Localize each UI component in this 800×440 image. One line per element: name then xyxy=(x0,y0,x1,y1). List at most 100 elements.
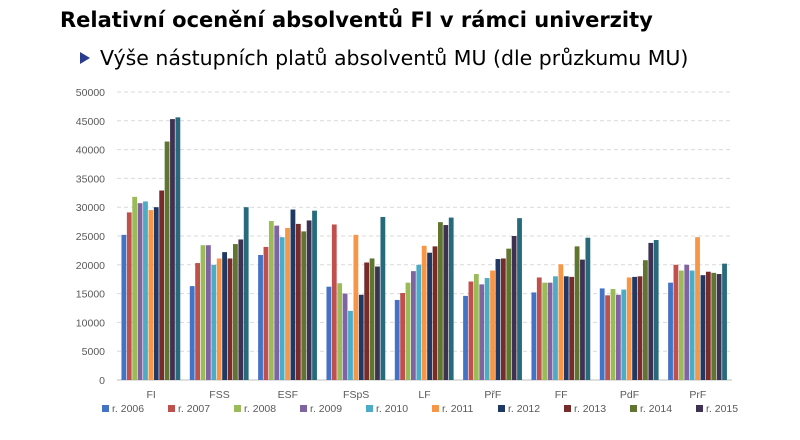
bar xyxy=(369,258,375,380)
bar xyxy=(416,264,422,380)
bar xyxy=(517,218,522,380)
legend-label: r. 2014 xyxy=(640,403,672,415)
x-tick-label: FI xyxy=(146,389,155,401)
bar xyxy=(473,274,479,380)
bar xyxy=(405,282,411,380)
y-tick-label: 30000 xyxy=(76,202,105,214)
bar xyxy=(643,260,648,380)
bar xyxy=(421,245,427,380)
bar xyxy=(358,294,364,380)
bar xyxy=(206,245,211,380)
x-tick-label: PdF xyxy=(620,389,639,401)
bar xyxy=(705,271,711,380)
bar xyxy=(222,252,227,380)
y-tick-label: 40000 xyxy=(76,145,105,157)
legend-label: r. 2013 xyxy=(574,403,606,415)
bar xyxy=(375,266,380,380)
bar xyxy=(621,289,627,380)
legend-swatch xyxy=(300,405,307,412)
bar xyxy=(132,196,138,380)
bar xyxy=(700,275,706,380)
bar xyxy=(189,286,195,380)
bar xyxy=(380,216,386,380)
bar xyxy=(695,237,700,380)
bar xyxy=(689,270,695,380)
y-tick-label: 35000 xyxy=(76,173,105,185)
bar xyxy=(443,225,449,380)
y-tick-label: 0 xyxy=(99,375,105,387)
bar xyxy=(159,190,165,380)
y-tick-label: 50000 xyxy=(76,87,105,99)
bar xyxy=(468,281,474,380)
bar xyxy=(411,271,416,380)
bar xyxy=(668,282,673,380)
bar xyxy=(290,209,296,380)
bar xyxy=(394,299,400,380)
bar xyxy=(484,278,490,380)
bar xyxy=(121,234,127,380)
bar xyxy=(233,244,238,380)
bar xyxy=(243,207,249,380)
bar xyxy=(536,277,542,380)
bar xyxy=(585,237,591,380)
x-tick-label: ESF xyxy=(278,389,298,401)
bar xyxy=(301,231,307,380)
slide-title: Relativní ocenění absolventů FI v rámci … xyxy=(60,8,653,32)
x-tick-label: FF xyxy=(555,389,568,401)
legend-swatch xyxy=(696,405,703,412)
bar xyxy=(279,237,285,380)
legend-swatch xyxy=(102,405,109,412)
x-tick-label: LF xyxy=(418,389,430,401)
legend-swatch xyxy=(366,405,373,412)
legend-swatch xyxy=(432,405,439,412)
bar xyxy=(599,288,605,380)
bullet-item: Výše nástupních platů absolventů MU (dle… xyxy=(80,46,688,70)
bar xyxy=(364,262,370,380)
bar xyxy=(238,239,244,380)
bar xyxy=(195,263,200,380)
legend-swatch xyxy=(234,405,241,412)
triangle-bullet-icon xyxy=(80,52,90,64)
y-tick-label: 5000 xyxy=(82,346,106,358)
bar xyxy=(438,222,443,380)
bar xyxy=(263,246,269,380)
bar xyxy=(153,207,159,380)
bar xyxy=(200,245,206,380)
bar xyxy=(258,255,263,380)
bar xyxy=(326,286,332,380)
legend-label: r. 2008 xyxy=(244,403,276,415)
bar xyxy=(500,258,506,380)
bar xyxy=(427,252,432,380)
bar xyxy=(479,284,485,380)
bar xyxy=(274,225,280,380)
bar xyxy=(684,264,690,380)
bar xyxy=(126,212,132,380)
y-tick-label: 10000 xyxy=(76,317,105,329)
x-tick-label: PřF xyxy=(484,389,501,401)
bar xyxy=(678,270,684,380)
bar xyxy=(616,294,621,380)
bar xyxy=(143,201,148,380)
bar xyxy=(175,117,181,381)
bar xyxy=(574,246,580,380)
bar xyxy=(164,141,170,380)
bar xyxy=(632,276,637,380)
legend-label: r. 2009 xyxy=(310,403,342,415)
bar xyxy=(531,292,537,380)
x-tick-label: FSpS xyxy=(343,389,369,401)
bar xyxy=(463,295,468,380)
bar xyxy=(547,282,553,380)
bar xyxy=(285,227,290,380)
legend-swatch xyxy=(630,405,637,412)
bar xyxy=(295,223,301,380)
bar xyxy=(448,217,454,380)
bar xyxy=(268,221,274,380)
bar xyxy=(170,119,175,381)
bar xyxy=(495,259,501,380)
bar xyxy=(610,288,616,380)
y-tick-label: 45000 xyxy=(76,116,105,128)
legend-label: r. 2015 xyxy=(706,403,738,415)
bar xyxy=(353,234,359,380)
bar xyxy=(563,276,569,380)
legend-swatch xyxy=(498,405,505,412)
